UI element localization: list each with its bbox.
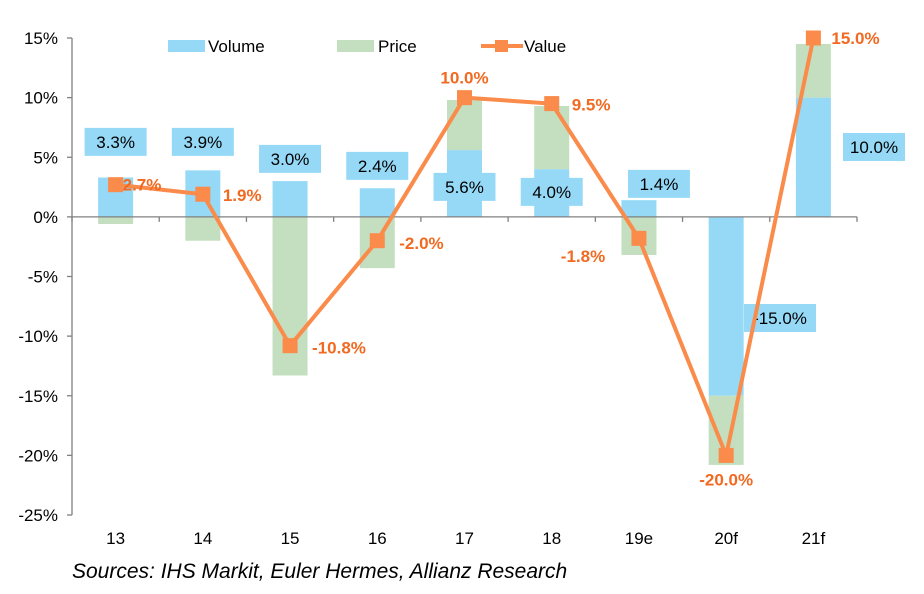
volume-label-box bbox=[84, 127, 147, 156]
bar-price-13 bbox=[98, 216, 134, 225]
legend-label-value: Value bbox=[524, 37, 566, 56]
value-marker-20f bbox=[718, 447, 734, 463]
bar-volume-15 bbox=[272, 181, 308, 217]
bar-volume-16 bbox=[359, 188, 395, 217]
value-data-label: -2.0% bbox=[399, 234, 443, 253]
volume-data-label: 4.0% bbox=[532, 183, 571, 202]
legend: Volume Price Value bbox=[168, 37, 566, 56]
value-line-layer bbox=[108, 30, 821, 463]
volume-label-box bbox=[627, 169, 690, 198]
value-data-label: -10.8% bbox=[312, 339, 366, 358]
legend-marker-value bbox=[495, 40, 508, 52]
bar-price-17 bbox=[447, 100, 482, 151]
y-tick-label: -15% bbox=[18, 387, 58, 406]
legend-label-price: Price bbox=[378, 37, 417, 56]
value-marker-19e bbox=[631, 230, 647, 246]
volume-data-label: 3.9% bbox=[183, 133, 222, 152]
value-labels: 2.7% 1.9% -10.8% -2.0% 10.0% 9.5% -1.8% -20.0% 1… bbox=[123, 29, 880, 489]
value-data-label: 9.5% bbox=[572, 96, 611, 115]
x-tick-label: 20f bbox=[714, 529, 738, 548]
value-marker-16 bbox=[369, 233, 385, 249]
y-tick-label: 10% bbox=[24, 89, 58, 108]
volume-data-label: -15.0% bbox=[753, 309, 807, 328]
value-data-label: 2.7% bbox=[123, 176, 162, 195]
bar-volume-21f bbox=[795, 97, 831, 217]
value-marker-18 bbox=[544, 96, 560, 112]
bar-volume-19e bbox=[621, 200, 657, 217]
volume-label-box bbox=[259, 144, 322, 173]
legend-label-volume: Volume bbox=[208, 37, 265, 56]
volume-data-label: 5.6% bbox=[445, 178, 484, 197]
bar-layer bbox=[98, 43, 831, 465]
x-tick-label: 21f bbox=[802, 529, 826, 548]
value-marker-21f bbox=[805, 30, 821, 46]
bar-price-18 bbox=[534, 105, 570, 170]
volume-label-box bbox=[433, 172, 496, 201]
x-tick-label: 18 bbox=[542, 529, 561, 548]
x-tick-label: 19e bbox=[625, 529, 653, 548]
volume-labels: 3.3% 3.9% 3.0% 2.4% 5.6% 4.0% 1.4% -15.0% 10.0% bbox=[84, 127, 905, 332]
x-tick-label: 17 bbox=[455, 529, 474, 548]
volume-label-box bbox=[843, 133, 905, 161]
volume-data-label: 3.0% bbox=[271, 150, 310, 169]
x-tick-label: 15 bbox=[281, 529, 300, 548]
volume-data-label: 2.4% bbox=[358, 157, 397, 176]
y-tick-label: -10% bbox=[18, 327, 58, 346]
value-data-label: 10.0% bbox=[440, 69, 488, 88]
source-note: Sources: IHS Markit, Euler Hermes, Allia… bbox=[72, 560, 568, 583]
value-data-label: 15.0% bbox=[831, 29, 879, 48]
volume-data-label: 10.0% bbox=[850, 138, 898, 157]
volume-label-box bbox=[171, 127, 234, 156]
value-data-label: -20.0% bbox=[699, 470, 753, 489]
x-tick-label: 13 bbox=[106, 529, 125, 548]
volume-label-box bbox=[346, 151, 409, 180]
value-marker-17 bbox=[457, 90, 472, 106]
axes: 15% 10% 5% 0% -5% -10% -15% -20% -25% 13 14 15 16 17 1… bbox=[18, 29, 858, 548]
bar-volume-20f bbox=[708, 216, 744, 396]
value-marker-14 bbox=[195, 186, 211, 202]
y-tick-label: -20% bbox=[18, 446, 58, 465]
y-tick-label: 5% bbox=[33, 148, 58, 167]
bar-price-14 bbox=[185, 216, 221, 241]
x-tick-label: 16 bbox=[368, 529, 387, 548]
y-tick-label: -5% bbox=[28, 268, 58, 287]
legend-swatch-volume bbox=[168, 40, 205, 52]
y-tick-label: 0% bbox=[33, 208, 58, 227]
value-data-label: -1.8% bbox=[561, 247, 605, 266]
value-data-label: 1.9% bbox=[223, 186, 262, 205]
y-tick-label: -25% bbox=[18, 506, 58, 525]
value-marker-15 bbox=[282, 338, 298, 354]
volume-label-box bbox=[520, 177, 583, 206]
y-tick-label: 15% bbox=[24, 29, 58, 48]
x-tick-label: 14 bbox=[193, 529, 212, 548]
volume-data-label: 3.3% bbox=[96, 133, 135, 152]
value-marker-13 bbox=[108, 177, 124, 193]
legend-swatch-price bbox=[337, 40, 374, 52]
volume-data-label: 1.4% bbox=[640, 175, 679, 194]
